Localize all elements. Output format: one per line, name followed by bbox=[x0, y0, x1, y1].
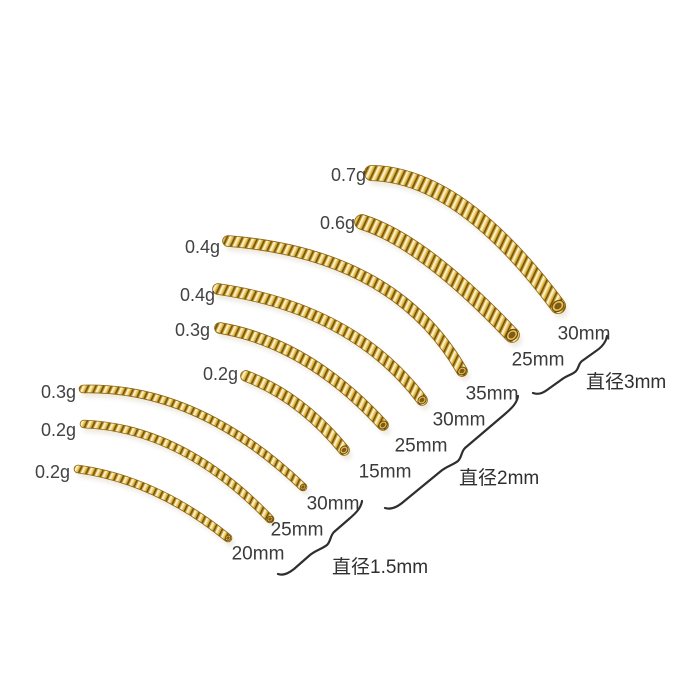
tube-d3mm-30mm bbox=[364, 165, 566, 314]
tube-d2mm-15mm bbox=[241, 371, 349, 455]
diameter-label-1-5mm: 直径1.5mm bbox=[332, 557, 429, 578]
diameter-label-3mm: 直径3mm bbox=[586, 372, 667, 393]
tube-end-hole bbox=[299, 483, 307, 491]
length-label-d3mm-30mm: 30mm bbox=[557, 323, 611, 345]
tubes bbox=[74, 165, 566, 542]
tube-d2mm-30mm bbox=[213, 284, 427, 405]
length-label-d2mm-15mm: 15mm bbox=[358, 461, 412, 483]
weight-label-d1-5mm-25mm: 0.2g bbox=[40, 420, 76, 440]
weight-label-d2mm-15mm: 0.2g bbox=[202, 364, 238, 384]
tube-end-holes bbox=[224, 299, 565, 542]
length-label-d1-5mm-20mm: 20mm bbox=[231, 543, 285, 565]
brace-d3mm bbox=[531, 334, 609, 395]
brace-d1-5mm bbox=[276, 499, 364, 576]
tube-d1-5mm-25mm bbox=[80, 420, 274, 523]
tube-end-hole bbox=[457, 366, 467, 376]
weight-label-d1-5mm-30mm: 0.3g bbox=[40, 382, 76, 402]
tube-end-hole bbox=[339, 445, 349, 455]
tube-d3mm-25mm bbox=[355, 215, 519, 342]
weight-label-d1-5mm-20mm: 0.2g bbox=[34, 462, 70, 482]
tube-d2mm-35mm bbox=[223, 236, 467, 376]
tube-end-hole bbox=[551, 299, 565, 313]
weight-label-d2mm-25mm: 0.3g bbox=[174, 320, 210, 340]
tube-d1-5mm-30mm bbox=[79, 385, 307, 491]
length-label-d2mm-30mm: 30mm bbox=[432, 409, 486, 431]
length-label-d2mm-25mm: 25mm bbox=[394, 435, 448, 457]
weight-label-d3mm-30mm: 0.7g bbox=[330, 165, 366, 185]
tube-end-hole bbox=[505, 328, 519, 342]
length-label-d1-5mm-25mm: 25mm bbox=[270, 519, 324, 541]
tube-end-hole bbox=[378, 420, 388, 430]
length-label-d3mm-25mm: 25mm bbox=[511, 349, 565, 371]
tube-end-hole bbox=[224, 534, 232, 542]
diameter-braces bbox=[276, 334, 609, 576]
tube-end-hole bbox=[417, 395, 427, 405]
weight-label-d3mm-25mm: 0.6g bbox=[319, 213, 355, 233]
weight-label-d2mm-35mm: 0.4g bbox=[184, 237, 220, 257]
length-label-d2mm-35mm: 35mm bbox=[465, 383, 519, 405]
brace-d2mm bbox=[383, 394, 520, 510]
weight-label-d2mm-30mm: 0.4g bbox=[179, 285, 215, 305]
tube-d1-5mm-20mm bbox=[74, 465, 232, 542]
tube-d2mm-25mm bbox=[215, 323, 388, 430]
tube-end-hole bbox=[266, 515, 274, 523]
length-label-d1-5mm-30mm: 30mm bbox=[306, 493, 360, 515]
diameter-label-2mm: 直径2mm bbox=[459, 468, 540, 489]
